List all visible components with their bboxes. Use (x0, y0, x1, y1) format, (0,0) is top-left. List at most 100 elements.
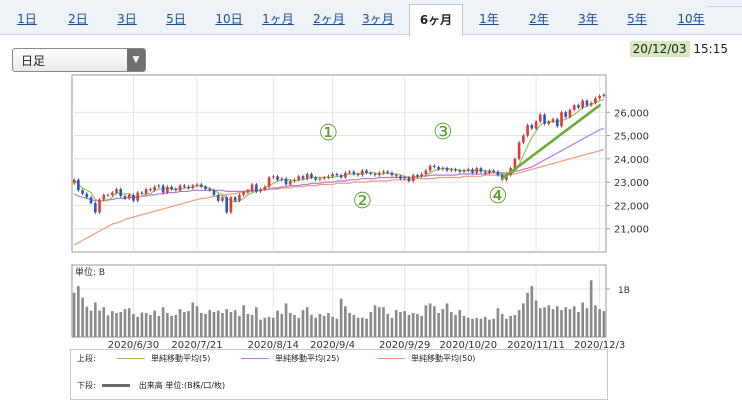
candle-body (123, 196, 127, 199)
candle-body (327, 176, 330, 178)
candle-body (445, 168, 449, 171)
trend-line-annotation (500, 103, 601, 180)
candle-body (538, 114, 542, 122)
candle-body (572, 105, 576, 110)
volume-bar (547, 305, 551, 337)
candle-body (428, 165, 432, 171)
tab-12[interactable]: 3年 (578, 12, 598, 26)
candle-body (233, 197, 237, 201)
tab-5[interactable]: 10日 (215, 12, 243, 26)
volume-bar (441, 309, 445, 337)
candle-body (136, 192, 140, 201)
legend-volume-label: 出来高 単位:(B株/口/枚) (138, 381, 226, 390)
volume-bar (314, 317, 318, 337)
volume-bar (462, 315, 466, 337)
xtick-label-1: 2020/7/21 (171, 340, 222, 351)
candle-body (360, 170, 364, 176)
chevron-down-icon[interactable]: ▼ (127, 49, 145, 71)
volume-bar (335, 318, 339, 337)
volume-bar (513, 314, 517, 337)
tab-13[interactable]: 5年 (627, 12, 647, 26)
volume-bar (560, 310, 563, 337)
annotation-marker-4: ④ (488, 184, 508, 209)
tab-14[interactable]: 10年 (677, 12, 705, 26)
volume-bar (233, 310, 237, 337)
candle-body (153, 186, 156, 191)
candle-body (267, 177, 271, 187)
xtick-label-5: 2020/10/20 (439, 340, 497, 351)
candle-body (530, 125, 534, 129)
volume-bar (530, 286, 534, 337)
volume-bar (479, 318, 483, 337)
tab-4[interactable]: 5日 (166, 12, 186, 26)
volume-bar (449, 312, 453, 337)
candle-body (335, 173, 339, 176)
candle-period-select[interactable]: 日足 ▼ (12, 48, 146, 72)
volume-bar (153, 310, 156, 337)
candle-body (305, 173, 309, 179)
candle-period-value: 日足 (21, 54, 46, 68)
legend-label-ma25: 単純移動平均(25) (275, 354, 340, 363)
xtick-label-7: 2020/12/3 (574, 340, 625, 351)
tab-9[interactable]: 6ヶ月 (409, 4, 463, 36)
candle-body (441, 168, 445, 170)
candle-body (344, 172, 347, 178)
tab-7[interactable]: 2ヶ月 (313, 12, 345, 26)
period-tab-bar: 1日 2日 3日 5日 10日 1ヶ月 2ヶ月 3ヶ月 6ヶ月 1年 2年 3年 5年 10年 (0, 0, 742, 36)
volume-bar (144, 313, 148, 337)
volume-bar (471, 318, 474, 337)
candle-body (259, 189, 262, 192)
candle-body (132, 194, 135, 201)
volume-bar (538, 308, 542, 337)
tab-2[interactable]: 2日 (68, 12, 88, 26)
candle-body (496, 171, 500, 176)
volume-bar (496, 308, 500, 337)
volume-bar (93, 302, 97, 337)
volume-bar (399, 312, 402, 337)
price-ytick-label-3: 24,000 (614, 155, 649, 166)
tab-11[interactable]: 2年 (529, 12, 549, 26)
candle-body (191, 185, 195, 188)
candle-body (276, 176, 279, 180)
volume-bar (352, 314, 356, 337)
candle-body (271, 176, 275, 178)
legend-key-volume (102, 384, 131, 387)
legend-lower-label: 下段: (77, 381, 96, 390)
legend-key-ma50 (377, 358, 405, 359)
tab-3[interactable]: 3日 (117, 12, 137, 26)
tab-1[interactable]: 1日 (17, 12, 37, 26)
last-update-time: 15:15 (693, 42, 728, 56)
price-ytick-label-2: 23,000 (614, 178, 649, 189)
candle-body (505, 175, 508, 180)
candle-body (534, 121, 538, 129)
volume-bar (174, 314, 178, 337)
candle-body (479, 168, 483, 172)
candle-body (433, 165, 436, 167)
volume-bar (555, 306, 559, 337)
volume-bar (229, 312, 233, 337)
volume-bar (115, 313, 118, 337)
volume-bar (428, 303, 432, 337)
volume-unit-label: 単位: B (75, 266, 105, 278)
tab-10[interactable]: 1年 (479, 12, 499, 26)
price-ytick-label-5: 26,000 (614, 108, 649, 119)
candle-body (144, 189, 148, 194)
volume-bar (102, 307, 106, 337)
volume-bar (267, 316, 271, 337)
annotation-marker-1: ① (319, 121, 339, 146)
candle-body (488, 170, 491, 173)
volume-bar (445, 303, 449, 337)
candle-body (187, 186, 190, 188)
volume-bar (263, 317, 267, 337)
candle-body (411, 175, 415, 181)
candle-body (390, 172, 394, 176)
volume-ytick-label-0: 1B (618, 286, 630, 296)
volume-bar (420, 315, 423, 337)
volume-bar (225, 309, 229, 337)
candle-body (424, 170, 428, 174)
tab-6[interactable]: 1ヶ月 (262, 12, 294, 26)
volume-bar (369, 312, 373, 337)
tab-8[interactable]: 3ヶ月 (362, 12, 394, 26)
volume-bar (127, 308, 131, 337)
